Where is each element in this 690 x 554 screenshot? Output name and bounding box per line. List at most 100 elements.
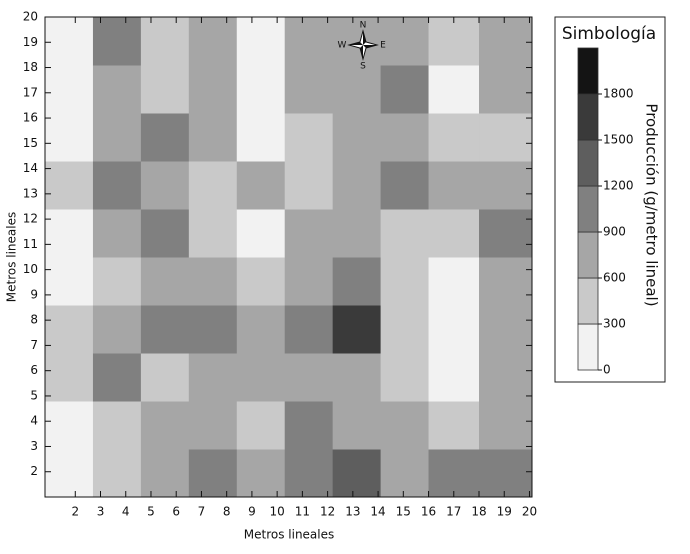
x-tick-label: 17 — [446, 505, 461, 519]
colorbar-box — [577, 323, 599, 371]
x-tick-label: 9 — [248, 505, 256, 519]
colorbar-tick-label: 1500 — [603, 133, 634, 147]
legend-box — [554, 16, 666, 383]
contour-cell — [92, 353, 142, 402]
x-tick-label: 5 — [147, 505, 155, 519]
colorbar-tick-label: 600 — [603, 271, 626, 285]
colorbar-box — [577, 139, 599, 187]
contour-cell — [479, 161, 533, 210]
colorbar-tick-label: 900 — [603, 225, 626, 239]
y-tick-label: 10 — [23, 262, 38, 276]
contour-cell — [92, 65, 142, 114]
contour-cell — [332, 353, 382, 402]
contour-cell — [188, 65, 238, 114]
y-tick-label: 18 — [23, 60, 38, 74]
colorbar-tick-label: 0 — [603, 363, 611, 377]
contour-cell — [428, 305, 480, 354]
contour-cell — [140, 257, 190, 306]
y-tick-label: 2 — [30, 464, 38, 478]
y-tick-label: 11 — [23, 237, 38, 251]
contour-cell — [428, 257, 480, 306]
y-tick-label: 19 — [23, 35, 38, 49]
contour-cell — [188, 305, 238, 354]
contour-cell — [284, 305, 334, 354]
x-tick-label: 2 — [71, 505, 79, 519]
x-tick-label: 10 — [270, 505, 285, 519]
colorbar-box — [577, 185, 599, 233]
contour-cell — [45, 353, 94, 402]
contour-cell — [428, 17, 480, 66]
contour-cell — [236, 113, 286, 162]
contour-cell — [45, 305, 94, 354]
contour-cell — [332, 305, 382, 354]
contour-cell — [45, 17, 94, 66]
contour-cell — [479, 209, 533, 258]
x-tick-label: 4 — [122, 505, 130, 519]
contour-cell — [380, 305, 430, 354]
colorbar-box — [577, 277, 599, 325]
contour-cell — [332, 161, 382, 210]
contour-cell — [236, 161, 286, 210]
contour-cell — [284, 449, 334, 498]
y-tick-label: 8 — [30, 313, 38, 327]
colorbar-tick-label: 300 — [603, 317, 626, 331]
x-tick-label: 3 — [97, 505, 105, 519]
x-tick-label: 19 — [497, 505, 512, 519]
contour-cell — [92, 257, 142, 306]
x-tick-label: 14 — [370, 505, 385, 519]
x-tick-label: 18 — [471, 505, 486, 519]
contour-cell — [479, 449, 533, 498]
x-tick-label: 11 — [295, 505, 310, 519]
contour-cell — [380, 257, 430, 306]
contour-cell — [140, 209, 190, 258]
contour-cell — [479, 257, 533, 306]
y-tick-label: 16 — [23, 111, 38, 125]
contour-cell — [45, 401, 94, 450]
contour-cell — [188, 257, 238, 306]
contour-cell — [236, 17, 286, 66]
contour-cell — [428, 113, 480, 162]
x-tick-label: 13 — [345, 505, 360, 519]
contour-cell — [236, 353, 286, 402]
colorbar-box — [577, 231, 599, 279]
contour-cell — [140, 17, 190, 66]
contour-cell — [45, 257, 94, 306]
y-tick-label: 14 — [23, 161, 38, 175]
contour-cell — [284, 161, 334, 210]
contour-cell — [92, 161, 142, 210]
contour-cell — [45, 65, 94, 114]
contour-cell — [284, 65, 334, 114]
contour-cell — [380, 353, 430, 402]
compass-label: N — [360, 21, 367, 31]
contour-cell — [236, 209, 286, 258]
x-axis-label: Metros lineales — [244, 528, 335, 542]
colorbar-tick-label: 1200 — [603, 179, 634, 193]
contour-cell — [380, 401, 430, 450]
contour-cell — [236, 65, 286, 114]
contour-cell — [380, 113, 430, 162]
contour-cell — [332, 449, 382, 498]
legend-title: Simbología — [562, 24, 656, 44]
contour-cell — [332, 65, 382, 114]
contour-cell — [92, 17, 142, 66]
y-tick-label: 13 — [23, 186, 38, 200]
y-tick-label: 6 — [30, 363, 38, 377]
contour-cell — [284, 353, 334, 402]
x-tick-label: 20 — [522, 505, 537, 519]
contour-cell — [92, 401, 142, 450]
contour-cell — [188, 209, 238, 258]
y-tick-label: 20 — [23, 10, 38, 24]
contour-cell — [284, 257, 334, 306]
contour-cell — [188, 353, 238, 402]
contour-cell — [140, 305, 190, 354]
contour-cell — [140, 113, 190, 162]
compass-label: W — [338, 41, 347, 51]
x-tick-label: 8 — [223, 505, 231, 519]
contour-cell — [380, 65, 430, 114]
y-tick-label: 17 — [23, 85, 38, 99]
colorbar-tick-label: 1800 — [603, 87, 634, 101]
contour-cell — [428, 401, 480, 450]
contour-cell — [188, 449, 238, 498]
x-tick-label: 12 — [320, 505, 335, 519]
